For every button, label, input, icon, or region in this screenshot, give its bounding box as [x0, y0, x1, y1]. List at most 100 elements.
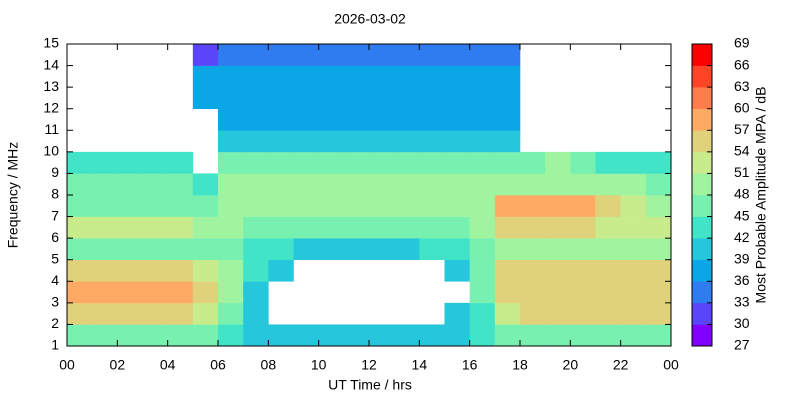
- x-tick-label: 02: [110, 357, 126, 373]
- y-tick-label: 1: [51, 337, 59, 353]
- heat-cell: [218, 173, 244, 196]
- x-tick-label: 16: [462, 357, 478, 373]
- heat-cell: [469, 324, 496, 347]
- y-tick-label: 4: [51, 272, 59, 288]
- heat-cell: [469, 65, 496, 88]
- heat-cell: [243, 173, 269, 196]
- heat-cell: [192, 65, 219, 88]
- heat-cell: [419, 44, 445, 66]
- heat-cell: [243, 281, 269, 304]
- y-tick-label: 15: [43, 35, 59, 51]
- heat-cell: [419, 173, 445, 196]
- heat-cell: [369, 108, 395, 131]
- heat-cell: [444, 216, 470, 239]
- heat-cell: [117, 281, 143, 304]
- heat-cell: [520, 151, 546, 174]
- heat-cell: [192, 281, 219, 304]
- heat-cell: [67, 151, 93, 174]
- heat-cell: [343, 65, 370, 88]
- heat-cell: [192, 216, 219, 239]
- colorbar-band: [692, 65, 712, 88]
- heat-cell: [167, 216, 194, 239]
- heat-cell: [268, 44, 294, 66]
- heat-cell: [343, 195, 370, 217]
- heat-cell: [369, 65, 395, 88]
- heat-cell: [494, 87, 521, 110]
- heat-cell: [318, 195, 345, 217]
- heat-cell: [268, 65, 294, 88]
- heat-cell: [394, 130, 420, 153]
- heat-cell: [444, 173, 470, 196]
- heat-cell: [218, 65, 244, 88]
- heat-cell: [394, 324, 420, 347]
- heat-cell: [494, 281, 521, 304]
- heat-cell: [469, 195, 496, 217]
- colorbar-tick-label: 57: [734, 121, 750, 137]
- heat-cell: [243, 216, 269, 239]
- heat-cell: [343, 173, 370, 196]
- heat-cell: [318, 108, 345, 131]
- heat-cell: [67, 259, 93, 282]
- heat-cell: [394, 44, 420, 66]
- chart-title: 2026-03-02: [334, 11, 406, 27]
- heat-cell: [218, 87, 244, 110]
- heat-cell: [494, 151, 521, 174]
- heat-cell: [92, 216, 118, 239]
- heat-cell: [520, 302, 546, 325]
- heat-cell: [218, 216, 244, 239]
- heat-cell: [343, 151, 370, 174]
- colorbar-band: [692, 238, 712, 261]
- heat-cell: [293, 44, 319, 66]
- heat-cell: [243, 259, 269, 282]
- heat-cell: [620, 216, 647, 239]
- heat-cell: [67, 238, 93, 261]
- heat-cell: [167, 324, 194, 347]
- heat-cell: [570, 195, 596, 217]
- heat-cell: [192, 238, 219, 261]
- heat-cell: [620, 151, 647, 174]
- heat-cell: [570, 281, 596, 304]
- heat-cell: [419, 65, 445, 88]
- heat-cell: [595, 281, 621, 304]
- colorbar-tick-label: 45: [734, 207, 750, 223]
- heat-cell: [595, 195, 621, 217]
- colorbar-band: [692, 151, 712, 174]
- colorbar-band: [692, 216, 712, 239]
- heat-cell: [645, 173, 672, 196]
- heat-cell: [192, 324, 219, 347]
- heat-cell: [192, 259, 219, 282]
- heat-cell: [92, 151, 118, 174]
- heat-cell: [645, 324, 672, 347]
- heat-cell: [369, 238, 395, 261]
- heat-cell: [142, 259, 168, 282]
- heat-cell: [243, 151, 269, 174]
- colorbar-tick-label: 39: [734, 250, 750, 266]
- heat-cell: [218, 108, 244, 131]
- colorbar-tick-label: 48: [734, 186, 750, 202]
- heat-cell: [142, 151, 168, 174]
- heat-cell: [117, 238, 143, 261]
- heat-cell: [494, 108, 521, 131]
- heat-cell: [520, 216, 546, 239]
- heat-cell: [394, 195, 420, 217]
- x-tick-label: 14: [412, 357, 428, 373]
- y-tick-label: 5: [51, 250, 59, 266]
- heat-cell: [620, 281, 647, 304]
- heat-cell: [243, 302, 269, 325]
- heat-cell: [394, 65, 420, 88]
- heat-cell: [394, 151, 420, 174]
- heat-cell: [318, 216, 345, 239]
- heat-cell: [343, 238, 370, 261]
- heat-cell: [545, 216, 571, 239]
- heat-cell: [92, 324, 118, 347]
- heat-cell: [117, 302, 143, 325]
- colorbar-tick-label: 54: [734, 143, 750, 159]
- heat-cell: [595, 216, 621, 239]
- x-tick-label: 04: [160, 357, 176, 373]
- colorbar-tick-label: 63: [734, 78, 750, 94]
- heat-cell: [293, 324, 319, 347]
- heat-cell: [444, 238, 470, 261]
- heat-cell: [243, 108, 269, 131]
- heat-cell: [494, 259, 521, 282]
